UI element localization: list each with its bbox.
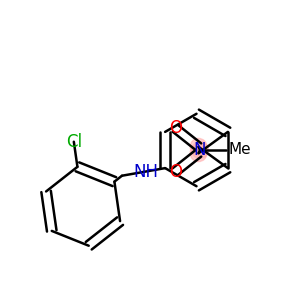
Circle shape bbox=[192, 142, 208, 158]
Text: NH: NH bbox=[133, 163, 158, 181]
Text: O: O bbox=[169, 163, 182, 181]
Circle shape bbox=[190, 145, 207, 162]
Text: Me: Me bbox=[229, 142, 251, 158]
Text: O: O bbox=[169, 119, 182, 137]
Circle shape bbox=[190, 138, 207, 155]
Text: N: N bbox=[194, 141, 206, 159]
Text: Cl: Cl bbox=[66, 133, 82, 151]
